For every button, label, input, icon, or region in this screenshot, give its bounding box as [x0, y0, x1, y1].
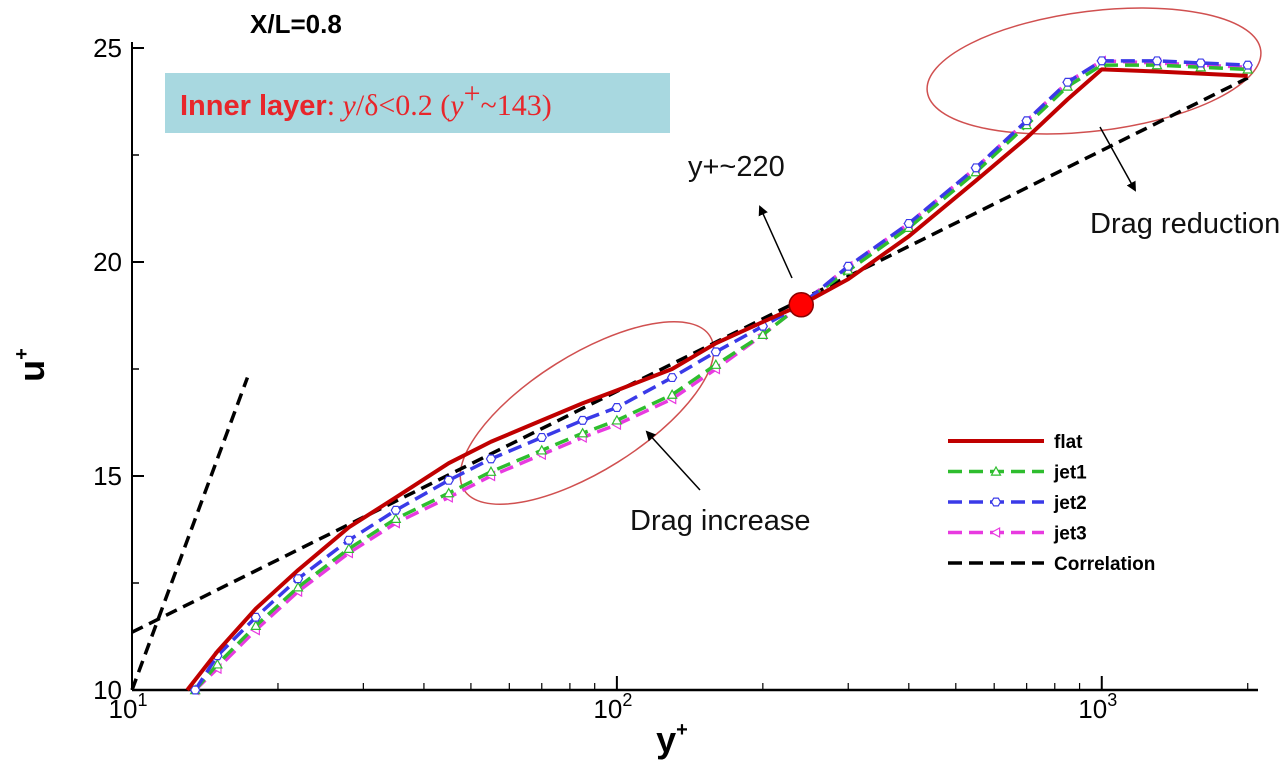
axes	[131, 42, 1258, 692]
series-marker	[292, 574, 304, 584]
series-line-jet2	[193, 59, 1248, 691]
series-marker	[990, 526, 1001, 539]
series-marker	[536, 444, 548, 455]
series-marker	[390, 505, 402, 515]
legend-label-jet3: jet3	[1053, 524, 1087, 545]
series-marker	[250, 620, 262, 631]
yplus-220-label: y+~220	[688, 151, 785, 183]
panel-title: X/L=0.8	[250, 9, 342, 39]
x-ticks: 101 102 103	[109, 676, 1249, 724]
series-marker	[343, 535, 355, 545]
series-marker	[292, 581, 304, 592]
series-marker	[903, 218, 915, 228]
series-marker	[611, 403, 623, 413]
series-line-flat	[185, 67, 1248, 692]
yplus-220-arrow	[758, 205, 793, 279]
x-tick-label: 102	[593, 690, 632, 724]
series-marker	[211, 658, 223, 669]
series-marker	[390, 513, 402, 524]
series-marker	[710, 347, 722, 357]
series-marker	[250, 612, 261, 622]
series-marker	[1021, 116, 1032, 126]
series-marker	[443, 475, 454, 485]
drag-reduction-label: Drag reduction	[1090, 208, 1280, 240]
series-line-jet1	[193, 63, 1248, 692]
series-marker	[970, 163, 982, 173]
inner-layer-label: Inner layer: y/δ<0.2 (y+~143)	[180, 77, 552, 122]
series-marker	[1242, 60, 1253, 70]
series-marker	[485, 454, 497, 464]
x-axis-title: y+	[656, 719, 688, 760]
series-marker	[343, 543, 355, 553]
y-ticks: 10 15 20 25	[93, 33, 144, 705]
series-marker	[710, 358, 722, 369]
series-marker	[485, 465, 497, 476]
series-marker	[666, 373, 678, 383]
series-marker	[1096, 56, 1107, 66]
drag-increase-arrow	[645, 430, 701, 491]
legend-label-correlation: Correlation	[1054, 554, 1155, 575]
y-tick-label: 25	[93, 33, 122, 63]
series-marker	[190, 685, 201, 695]
inner-layer-box: Inner layer: y/δ<0.2 (y+~143)	[165, 73, 670, 133]
series-marker	[443, 487, 455, 498]
series-marker	[757, 329, 769, 339]
series-marker	[577, 427, 589, 438]
inner-layer-box-bg	[165, 73, 670, 133]
y-tick-label: 15	[93, 461, 122, 491]
drag-increase-ellipse	[459, 321, 715, 505]
marked-point-yplus-220	[788, 292, 814, 318]
drag-reduction-arrow	[1099, 126, 1136, 192]
legend-label-jet2: jet2	[1053, 493, 1087, 514]
drag-increase-label: Drag increase	[630, 505, 811, 537]
series-marker	[1195, 58, 1206, 68]
series-marker	[990, 497, 1002, 507]
series-layer	[130, 55, 1254, 696]
y-tick-label: 10	[93, 675, 122, 705]
series-marker	[666, 388, 678, 399]
y-tick-label: 20	[93, 247, 122, 277]
series-marker	[990, 465, 1002, 476]
x-tick-label: 101	[109, 690, 148, 724]
series-marker	[577, 415, 588, 425]
viscous-sublayer-line	[130, 376, 250, 691]
legend: flat jet1 jet2 jet3 Correlation	[948, 432, 1155, 575]
y-axis-title: u+	[11, 348, 52, 382]
series-marker	[536, 432, 547, 442]
series-marker	[611, 414, 623, 425]
legend-label-jet1: jet1	[1053, 463, 1087, 484]
series-marker	[843, 261, 854, 271]
series-markers-jet2	[190, 56, 1253, 695]
series-marker	[1062, 77, 1073, 87]
x-tick-label: 103	[1078, 690, 1117, 724]
series-marker	[1151, 56, 1163, 66]
legend-label-flat: flat	[1054, 432, 1083, 453]
